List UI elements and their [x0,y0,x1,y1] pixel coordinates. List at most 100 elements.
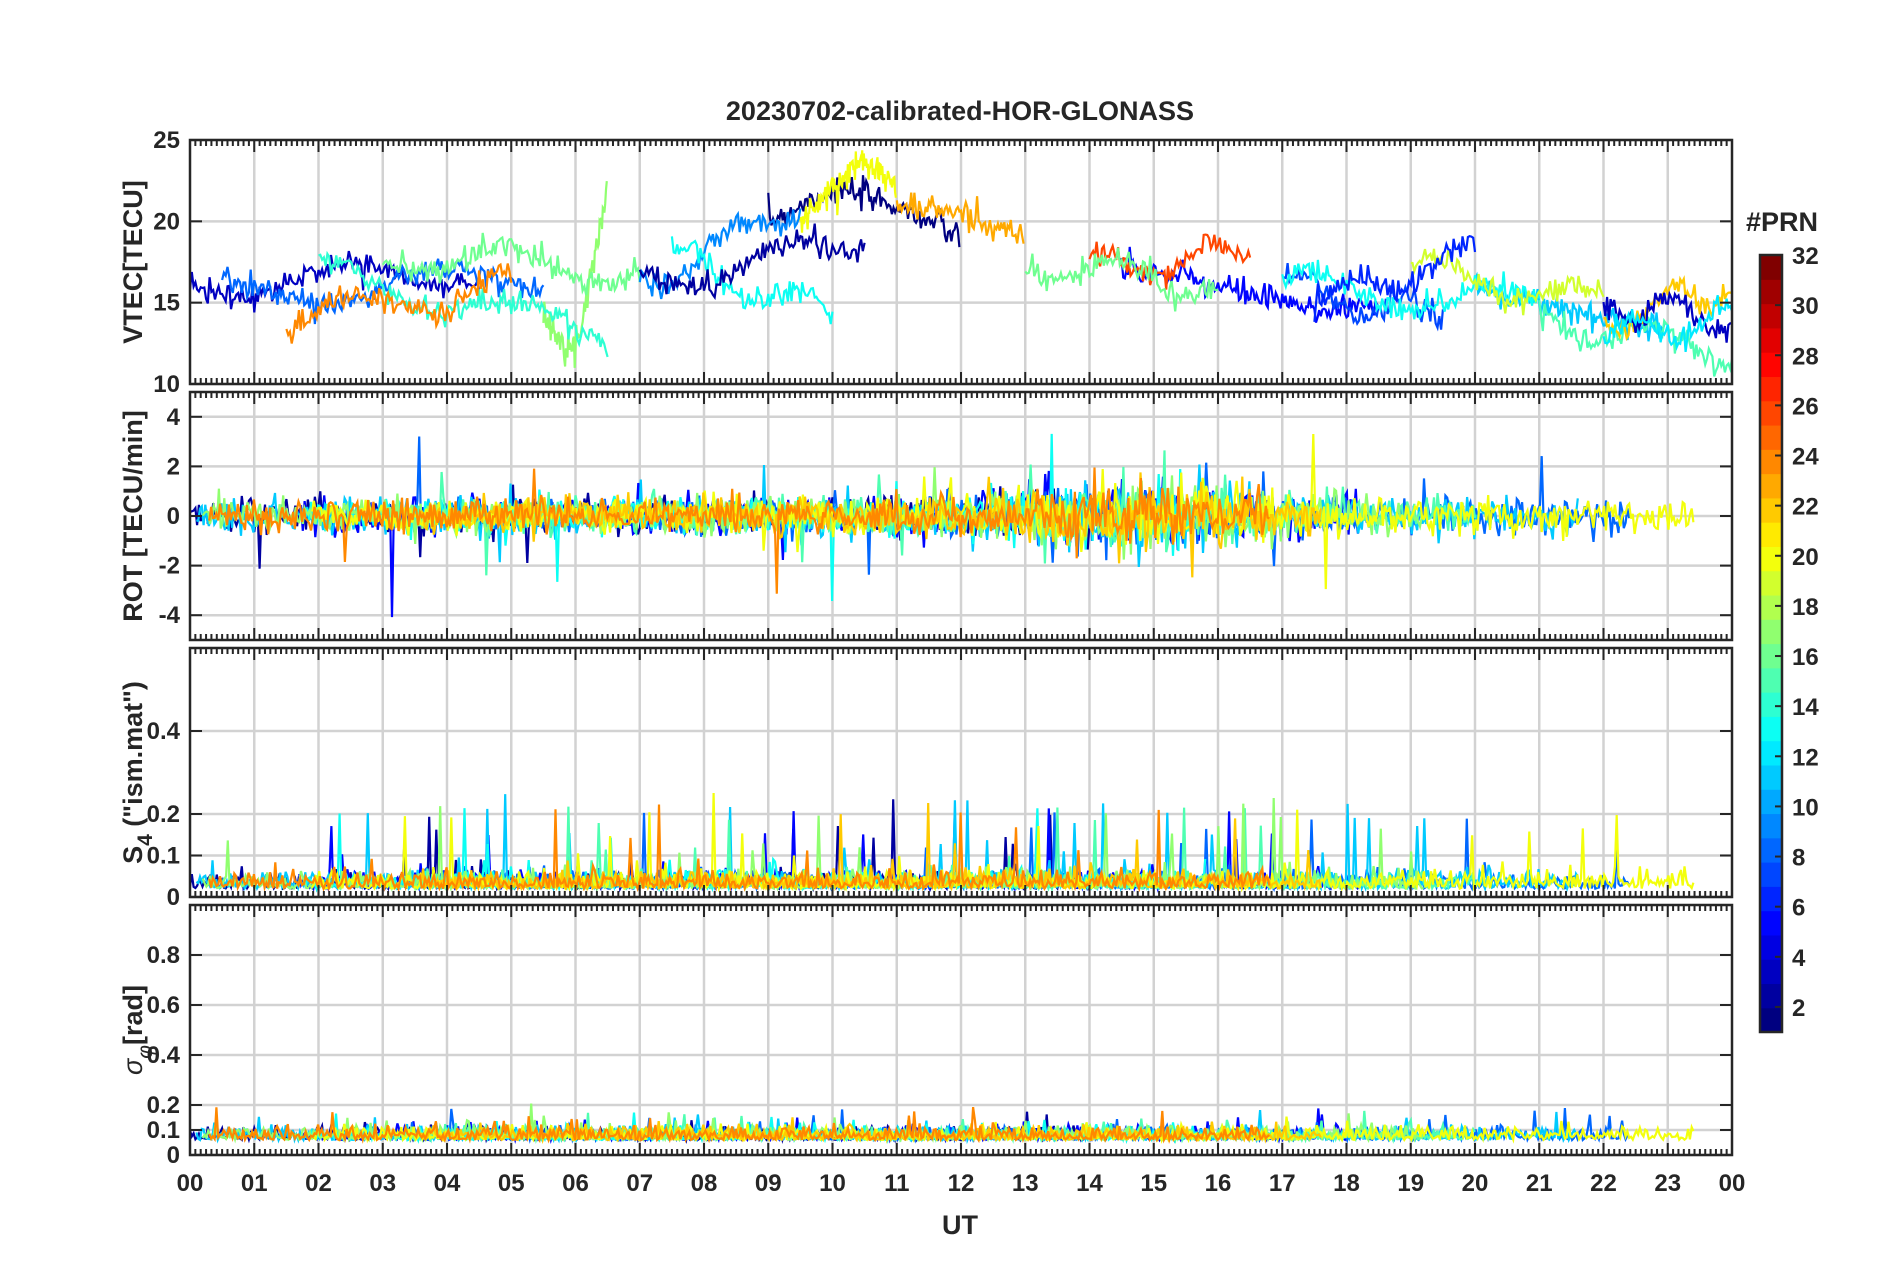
x-tick-label: 05 [498,1170,525,1197]
colorbar-box [1758,253,1784,1034]
x-tick-label: 08 [691,1170,718,1197]
trace-prn-2 [638,223,866,301]
y-tick-label: 0 [167,884,180,911]
colorbar-tick-label: 4 [1792,945,1806,972]
colorbar-tick-label: 14 [1792,694,1819,721]
colorbar-band [1760,473,1782,499]
colorbar-band [1760,983,1782,1009]
colorbar-tick-label: 32 [1792,243,1819,270]
trace-prn-24 [208,804,1271,893]
y-tick-label: 0.4 [147,718,181,745]
trace-prn-24 [208,467,1270,594]
colorbar-tick-label: 18 [1792,594,1819,621]
panel-3: 0 0.1 0.2 0.4S4 ("ism.mat") [118,646,1734,911]
x-tick-label: 01 [241,1170,268,1197]
colorbar-band [1760,449,1782,475]
trace-prn-23 [895,192,1025,244]
colorbar-band [1760,522,1782,547]
y-tick-label: 0 [167,1142,180,1169]
trace-prn-6 [1313,235,1477,322]
y-axis-label: S4 ("ism.mat") [118,681,157,864]
trace-prn-7 [1281,262,1444,332]
colorbar-band [1760,619,1782,645]
trace-prn-14 [318,250,609,358]
x-tick-label: 00 [1719,1170,1746,1197]
x-tick-label: 10 [819,1170,846,1197]
trace-prn-3 [1602,290,1732,343]
trace-prn-22 [1603,275,1732,342]
colorbar-band [1760,570,1782,596]
axes-box [188,646,1734,899]
colorbar-band [1760,886,1782,912]
x-tick-label: 06 [562,1170,589,1197]
colorbar-band [1760,352,1782,378]
colorbar-tick-label: 2 [1792,995,1805,1022]
trace-prn-16 [381,232,641,296]
y-tick-label: -2 [159,553,180,580]
colorbar-band [1760,643,1782,669]
x-tick-label: 02 [305,1170,332,1197]
colorbar-tick-label: 22 [1792,494,1819,521]
x-tick-label: 18 [1333,1170,1360,1197]
trace-prn-20 [311,433,1695,590]
x-tick-label: 11 [884,1170,909,1197]
y-tick-label: 2 [167,453,180,480]
panel-4: 00.10.2 0.4 0.6 0.8 σφ[rad] [118,903,1734,1169]
colorbar-band [1760,424,1782,450]
traces [190,150,1732,377]
trace-prn-13 [670,236,834,325]
y-tick-label: 25 [153,127,180,154]
trace-prn-13 [1281,259,1541,321]
panel-2: -4 -2 0 2 4 ROT [TECU/min] [118,390,1734,642]
chart-title: 20230702-calibrated-HOR-GLONASS [726,96,1194,126]
trace-prn-3 [190,250,481,313]
x-tick-label: 22 [1590,1170,1617,1197]
trace-prn-9 [638,208,802,300]
colorbar-band [1760,546,1782,572]
colorbar-band [1760,837,1782,863]
y-tick-label: 0.1 [147,1117,180,1144]
colorbar-tick-label: 20 [1792,544,1819,571]
colorbar-band [1760,376,1782,402]
y-tick-label: 15 [153,290,180,317]
colorbar-band [1760,279,1782,305]
y-tick-label: -4 [159,602,181,629]
colorbar-band [1760,959,1782,985]
colorbar-band [1760,740,1782,766]
colorbar-tick-label: 8 [1792,845,1805,872]
traces [190,433,1695,618]
x-tick-label: 20 [1462,1170,1489,1197]
x-tick-label: 19 [1397,1170,1424,1197]
trace-prn-1 [767,175,961,248]
y-tick-label: 10 [153,371,180,398]
colorbar-band [1760,692,1782,717]
colorbar-tick-label: 12 [1792,744,1819,771]
colorbar-band [1760,303,1782,329]
axes-box [188,138,1734,386]
colorbar-band [1760,789,1782,815]
trace-prn-12 [1602,294,1732,353]
y-axis-label: VTEC[TECU] [118,180,148,344]
trace-prn-17 [542,180,608,368]
trace-prn-24 [208,1106,1271,1144]
trace-prn-16 [1024,247,1219,312]
axes-box [188,390,1734,642]
x-tick-label: 14 [1076,1170,1103,1197]
x-tick-label: 07 [626,1170,653,1197]
x-tick-label: 03 [369,1170,396,1197]
trace-prn-19 [1410,248,1605,316]
y-tick-label: 0.1 [147,843,180,870]
x-tick-label: 00 [177,1170,204,1197]
colorbar-tick-label: 26 [1792,393,1819,420]
y-tick-label: 0.6 [147,992,180,1019]
colorbar-tick-label: 6 [1792,895,1805,922]
trace-prn-24 [285,262,513,344]
colorbar-band [1760,255,1782,280]
colorbar-title: #PRN [1746,207,1818,237]
x-tick-label: 15 [1140,1170,1167,1197]
colorbar-band [1760,667,1782,693]
x-tick-label: 17 [1269,1170,1296,1197]
y-tick-label: 4 [167,404,181,431]
